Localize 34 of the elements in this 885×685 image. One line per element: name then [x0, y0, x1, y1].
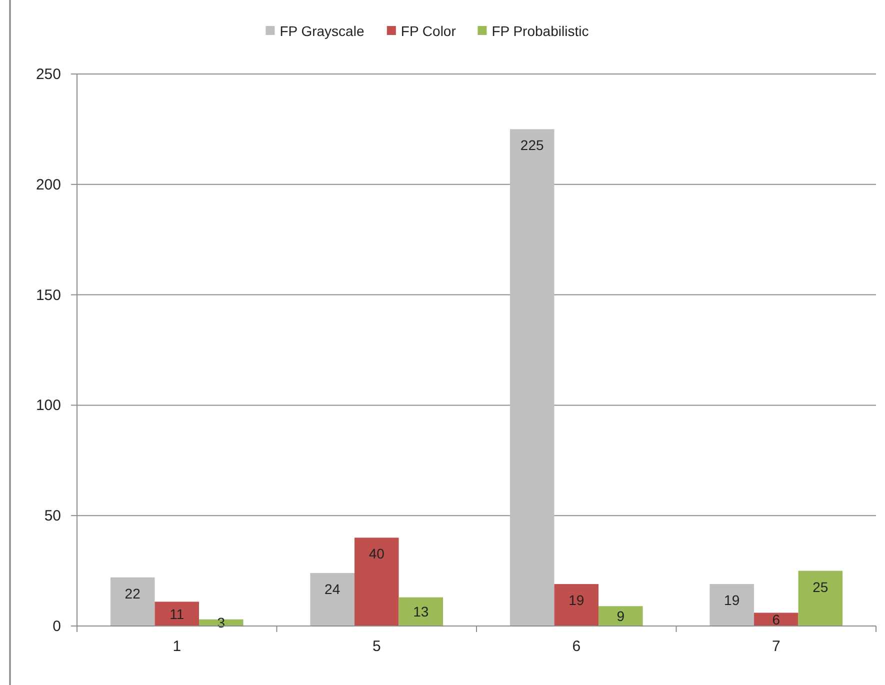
x-tick-label: 7: [772, 638, 780, 655]
data-label: 22: [124, 585, 141, 602]
data-label: 6: [772, 611, 780, 628]
bar: [510, 129, 554, 626]
data-label: 9: [616, 608, 625, 624]
data-label: 25: [812, 578, 828, 595]
y-tick-label: 50: [44, 508, 61, 525]
bar: [310, 573, 354, 626]
legend-label: FP Grayscale: [280, 23, 364, 39]
legend-label: FP Color: [400, 23, 456, 39]
y-tick-label: 100: [36, 397, 61, 414]
bar: [398, 597, 444, 626]
data-label: 19: [568, 592, 584, 608]
bar: [554, 584, 599, 626]
bar: [110, 577, 155, 626]
y-tick-label: 250: [36, 66, 61, 83]
x-tick-label: 1: [172, 638, 182, 655]
bar: [798, 570, 843, 626]
legend-label: FP Probabilistic: [492, 23, 589, 39]
data-label: 40: [368, 546, 385, 562]
x-tick-label: 5: [372, 638, 381, 655]
data-label: 13: [413, 604, 429, 620]
data-label: 225: [520, 137, 544, 154]
y-tick-label: 200: [36, 176, 61, 194]
bar: [354, 538, 399, 626]
data-label: 19: [724, 592, 740, 608]
data-label: 24: [324, 581, 340, 598]
bar: [598, 606, 643, 626]
bar: [710, 584, 754, 626]
y-tick-label: 150: [36, 286, 61, 304]
y-tick-label: 0: [52, 618, 61, 635]
x-tick-label: 6: [572, 638, 581, 655]
data-label: 11: [170, 606, 184, 622]
bar: [154, 602, 200, 626]
